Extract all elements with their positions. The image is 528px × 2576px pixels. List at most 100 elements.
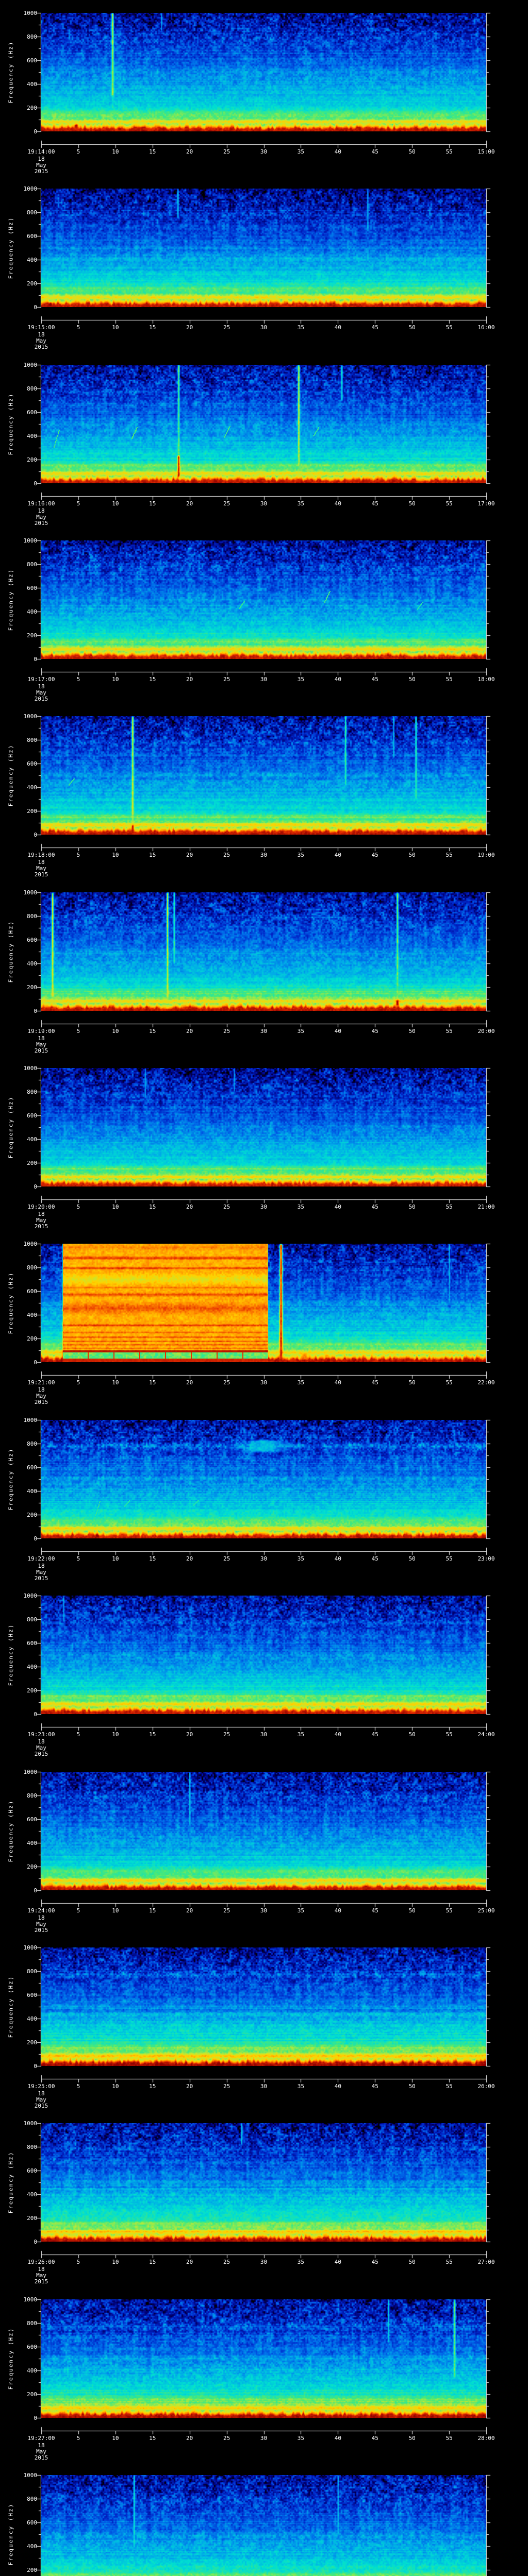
x-tick-label: 20 xyxy=(186,1379,193,1386)
x-tick-label: 25 xyxy=(223,2259,230,2265)
y-tick-label: 0 xyxy=(34,1359,37,1366)
date-label: 2015 xyxy=(34,1399,48,1405)
x-tick-label: 55 xyxy=(446,2259,453,2265)
x-tick-label: 50 xyxy=(408,1907,416,1914)
x-tick-label: 55 xyxy=(446,500,453,507)
x-tick-label: 20 xyxy=(186,1555,193,1562)
x-tick-label: 10 xyxy=(112,324,119,331)
x-tick-label: 15 xyxy=(149,1907,156,1914)
x-tick-label: 25 xyxy=(223,676,230,683)
x-tick-label: 35 xyxy=(297,1028,305,1035)
date-label: May xyxy=(36,2096,46,2103)
panel-start-time: 19:23:00 xyxy=(27,1731,55,1738)
x-tick-label: 30 xyxy=(260,1379,268,1386)
spectrogram-panel: Frequency (Hz) 19:21:00 22:00 1000 800 600… xyxy=(0,1231,528,1407)
x-tick-label: 20 xyxy=(186,2083,193,2090)
x-tick-label: 5 xyxy=(76,676,80,683)
x-tick-label: 30 xyxy=(260,1731,268,1738)
x-tick-label: 30 xyxy=(260,2435,268,2442)
y-tick-label: 1000 xyxy=(23,1241,38,1247)
panel-end-time: 25:00 xyxy=(477,1907,495,1914)
x-tick-label: 5 xyxy=(76,2259,80,2265)
x-tick-label: 40 xyxy=(334,852,341,858)
x-tick-label: 15 xyxy=(149,1028,156,1035)
y-tick-label: 600 xyxy=(27,1816,37,1823)
y-axis-title: Frequency (Hz) xyxy=(7,1975,14,2038)
date-label: 18 xyxy=(38,507,45,514)
x-tick-label: 50 xyxy=(408,1028,416,1035)
x-tick-label: 25 xyxy=(223,1028,230,1035)
date-label: 18 xyxy=(38,331,45,338)
panel-end-time: 27:00 xyxy=(477,2259,495,2265)
y-tick-label: 400 xyxy=(27,81,37,88)
y-tick-label: 400 xyxy=(27,1840,37,1846)
spectrogram-image xyxy=(41,13,486,131)
x-tick-label: 15 xyxy=(149,148,156,155)
spectrogram-panel: Frequency (Hz) 19:23:00 24:00 1000 800 600… xyxy=(0,1583,528,1759)
x-tick-label: 35 xyxy=(297,2259,305,2265)
x-tick-label: 50 xyxy=(408,2259,416,2265)
y-axis-title: Frequency (Hz) xyxy=(7,2327,14,2390)
date-label: 18 xyxy=(38,1914,45,1921)
x-tick-label: 10 xyxy=(112,500,119,507)
x-tick-label: 55 xyxy=(446,1028,453,1035)
x-tick-label: 40 xyxy=(334,2435,341,2442)
y-tick-label: 600 xyxy=(27,585,37,591)
x-tick-label: 10 xyxy=(112,852,119,858)
y-tick-label: 1000 xyxy=(23,713,38,720)
y-tick-label: 600 xyxy=(27,1288,37,1295)
x-tick-label: 55 xyxy=(446,676,453,683)
x-tick-label: 35 xyxy=(297,148,305,155)
date-label: 18 xyxy=(38,1386,45,1393)
x-tick-label: 45 xyxy=(371,500,378,507)
spectrogram-panel: Frequency (Hz) 19:17:00 18:00 1000 800 600… xyxy=(0,528,528,704)
x-tick-label: 5 xyxy=(76,1204,80,1210)
date-label: May xyxy=(36,2272,46,2279)
panel-start-time: 19:27:00 xyxy=(27,2435,55,2442)
x-tick-label: 35 xyxy=(297,1555,305,1562)
panel-start-time: 19:17:00 xyxy=(27,676,55,683)
y-tick-label: 400 xyxy=(27,1488,37,1495)
x-tick-label: 15 xyxy=(149,2083,156,2090)
y-tick-label: 600 xyxy=(27,2519,37,2526)
y-tick-label: 400 xyxy=(27,2367,37,2374)
date-label: May xyxy=(36,162,46,168)
x-tick-label: 25 xyxy=(223,1204,230,1210)
x-tick-label: 5 xyxy=(76,1379,80,1386)
x-tick-label: 35 xyxy=(297,1204,305,1210)
x-tick-label: 30 xyxy=(260,1028,268,1035)
x-tick-label: 55 xyxy=(446,1204,453,1210)
x-tick-label: 25 xyxy=(223,852,230,858)
x-tick-label: 40 xyxy=(334,2083,341,2090)
x-tick-label: 15 xyxy=(149,500,156,507)
panel-end-time: 17:00 xyxy=(477,500,495,507)
spectrogram-image xyxy=(41,2475,486,2576)
panel-start-time: 19:22:00 xyxy=(27,1555,55,1562)
x-tick-label: 40 xyxy=(334,1731,341,1738)
y-tick-label: 1000 xyxy=(23,1417,38,1423)
date-label: 18 xyxy=(38,1738,45,1745)
spectrogram-image xyxy=(41,365,486,483)
y-tick-label: 800 xyxy=(27,2496,37,2502)
spectrogram-panel: Frequency (Hz) 19:25:00 26:00 1000 800 600… xyxy=(0,1935,528,2111)
y-axis-title: Frequency (Hz) xyxy=(7,1096,14,1159)
date-label: May xyxy=(36,337,46,344)
x-tick-label: 35 xyxy=(297,324,305,331)
y-tick-label: 200 xyxy=(27,280,37,287)
x-tick-label: 20 xyxy=(186,2259,193,2265)
x-tick-label: 45 xyxy=(371,148,378,155)
spectrogram-panel: Frequency (Hz) 19:28:00 29:00 1000800600… xyxy=(0,2462,528,2576)
x-tick-label: 55 xyxy=(446,2083,453,2090)
y-tick-label: 0 xyxy=(34,1887,37,1894)
x-tick-label: 25 xyxy=(223,2083,230,2090)
date-label: 18 xyxy=(38,1035,45,1042)
x-tick-label: 10 xyxy=(112,1555,119,1562)
x-tick-label: 10 xyxy=(112,2083,119,2090)
y-tick-label: 600 xyxy=(27,2167,37,2174)
panel-end-time: 24:00 xyxy=(477,1731,495,1738)
date-label: May xyxy=(36,1041,46,1048)
spectrogram-image xyxy=(41,2123,486,2242)
x-tick-label: 40 xyxy=(334,500,341,507)
y-tick-label: 600 xyxy=(27,57,37,64)
x-tick-label: 35 xyxy=(297,2083,305,2090)
